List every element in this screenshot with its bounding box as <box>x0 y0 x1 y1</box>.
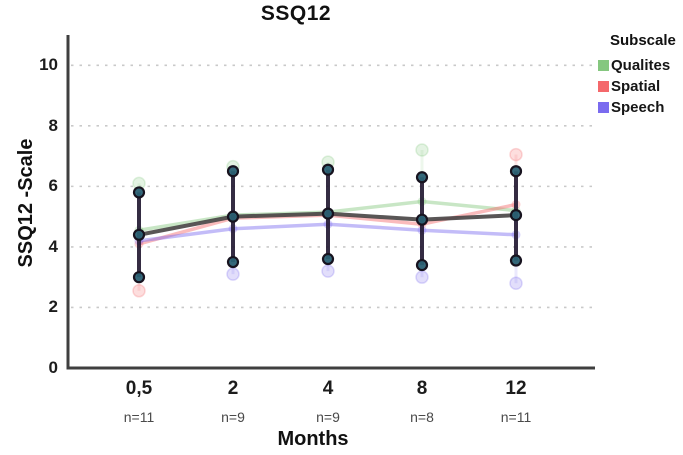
n-count-label: n=9 <box>316 409 340 425</box>
y-tick-label: 6 <box>48 176 58 196</box>
y-tick-label: 4 <box>48 236 58 256</box>
legend-title: Subscale <box>610 32 676 49</box>
chart-title: SSQ12 <box>260 2 332 25</box>
x-tick-label: 4 <box>322 378 334 399</box>
n-count-label: n=9 <box>221 409 245 425</box>
x-tick-label: 0,5 <box>125 378 153 399</box>
n-count-label: n=11 <box>500 409 532 425</box>
legend: Subscale Qualites Spatial Speech <box>598 32 683 118</box>
x-axis-title: Months <box>277 428 349 450</box>
x-tick-label: 12 <box>505 378 527 399</box>
legend-swatch-qualites <box>598 60 609 71</box>
legend-item: Speech <box>598 97 683 118</box>
y-tick-label: 10 <box>39 55 58 75</box>
legend-item: Spatial <box>598 76 683 97</box>
n-count-label: n=8 <box>410 409 434 425</box>
n-count-label: n=11 <box>123 409 155 425</box>
legend-swatch-speech <box>598 102 609 113</box>
legend-item-label: Qualites <box>611 57 671 74</box>
legend-swatch-spatial <box>598 81 609 92</box>
y-tick-label: 0 <box>48 358 58 377</box>
y-tick-label: 8 <box>48 115 58 135</box>
legend-items: Qualites Spatial Speech <box>598 55 683 118</box>
legend-item-label: Spatial <box>611 78 661 95</box>
y-tick-label: 2 <box>48 297 58 317</box>
legend-item: Qualites <box>598 55 683 76</box>
x-tick-label: 8 <box>416 378 428 399</box>
x-tick-label: 2 <box>227 378 239 399</box>
legend-item-label: Speech <box>611 99 665 116</box>
